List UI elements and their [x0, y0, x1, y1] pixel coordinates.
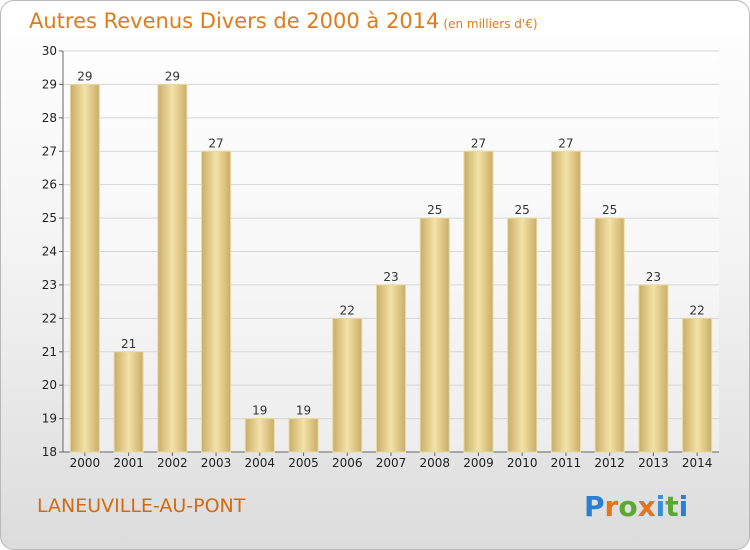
logo-letter: o: [618, 490, 638, 523]
axes: 18 19 20 21 22 23 24 25 26 27 28 29 30 2000 2001 2002 20…: [42, 44, 719, 470]
labels: 29 21 29 27 19 19 22 23 25 27 25 27 25 23 22: [77, 69, 705, 417]
bar: [157, 83, 188, 453]
bar-value-label: 25: [427, 203, 442, 217]
logo-letter: i: [678, 490, 689, 523]
bar-value-label: 25: [515, 203, 530, 217]
bar-value-label: 27: [471, 136, 486, 150]
y-tick-label: 28: [42, 111, 57, 125]
x-tick-label: 2004: [245, 456, 276, 470]
logo-letter: P: [584, 490, 605, 523]
bar: [288, 418, 319, 453]
bar-value-label: 22: [689, 303, 704, 317]
chart-title: Autres Revenus Divers de 2000 à 2014 (en …: [29, 9, 538, 33]
x-tick-label: 2011: [551, 456, 582, 470]
bar: [463, 150, 494, 453]
y-tick-label: 21: [42, 345, 57, 359]
bar: [376, 284, 406, 453]
y-tick-label: 23: [42, 278, 57, 292]
y-tick-label: 19: [42, 412, 57, 426]
bars: [69, 83, 713, 453]
bar: [201, 150, 232, 453]
bar: [332, 317, 363, 453]
x-tick-label: 2008: [419, 456, 450, 470]
bar-value-label: 19: [296, 404, 311, 418]
chart-unit: (en milliers d'€): [443, 17, 538, 31]
x-tick-label: 2006: [332, 456, 363, 470]
bar: [244, 418, 275, 453]
bar-value-label: 21: [121, 337, 136, 351]
y-tick-label: 24: [42, 245, 57, 259]
y-tick-label: 29: [42, 77, 57, 91]
bar-value-label: 23: [383, 270, 398, 284]
bar: [419, 217, 450, 453]
x-tick-label: 2013: [638, 456, 669, 470]
chart-title-text: Autres Revenus Divers de 2000 à 2014: [29, 9, 440, 33]
bar-value-label: 29: [165, 69, 180, 83]
bar: [113, 351, 144, 453]
bar-value-label: 23: [646, 270, 661, 284]
x-tick-label: 2014: [682, 456, 713, 470]
y-tick-label: 20: [42, 378, 57, 392]
bar: [638, 284, 669, 453]
bar-value-label: 29: [77, 69, 92, 83]
bar-value-label: 25: [602, 203, 617, 217]
logo-letter: r: [604, 490, 619, 523]
y-tick-label: 25: [42, 211, 57, 225]
bar: [682, 317, 713, 453]
y-tick-label: 27: [42, 144, 57, 158]
bar-value-label: 27: [558, 136, 573, 150]
x-tick-label: 2010: [507, 456, 538, 470]
y-tick-label: 26: [42, 178, 57, 192]
bar: [507, 217, 538, 453]
x-tick-label: 2005: [288, 456, 319, 470]
logo-letter: x: [637, 490, 656, 523]
logo-letter: t: [665, 490, 679, 523]
x-tick-label: 2012: [594, 456, 625, 470]
bar: [69, 83, 100, 453]
commune-name: LANEUVILLE-AU-PONT: [37, 495, 246, 517]
bar-value-label: 27: [208, 136, 223, 150]
bar-value-label: 22: [340, 303, 355, 317]
y-tick-label: 30: [42, 44, 57, 58]
y-tick-label: 18: [42, 445, 57, 459]
x-tick-label: 2002: [157, 456, 188, 470]
bar: [594, 217, 625, 453]
logo-letter: i: [655, 490, 666, 523]
x-tick-label: 2000: [70, 456, 101, 470]
x-tick-label: 2009: [463, 456, 494, 470]
bar-value-label: 19: [252, 404, 267, 418]
x-tick-label: 2003: [201, 456, 232, 470]
bar: [550, 150, 581, 453]
x-tick-label: 2001: [113, 456, 144, 470]
y-tick-label: 22: [42, 311, 57, 325]
x-tick-label: 2007: [376, 456, 407, 470]
proxiti-logo: Proxiti: [584, 490, 688, 523]
